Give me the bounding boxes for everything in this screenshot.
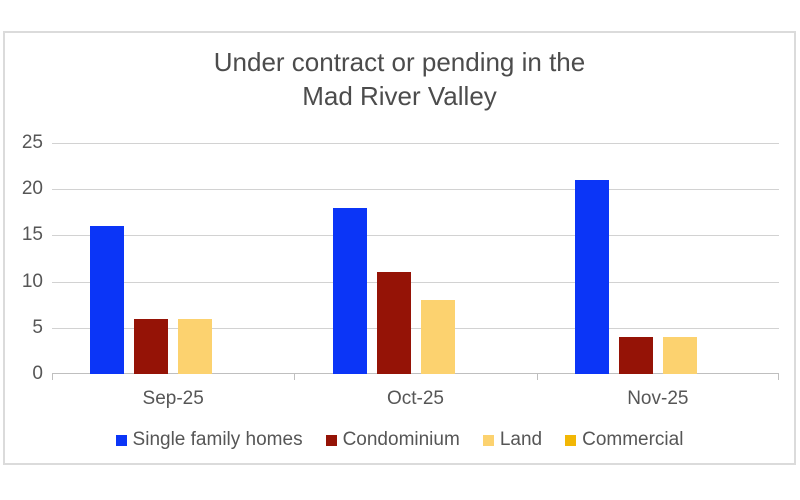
bar-land <box>662 337 697 374</box>
y-axis-label: 10 <box>21 270 43 292</box>
legend-label: Commercial <box>582 429 684 450</box>
chart-title-line1: Under contract or pending in the <box>213 47 586 77</box>
legend-swatch-condominium <box>325 434 337 446</box>
bar-condominium <box>376 272 411 374</box>
legend-item: Land <box>482 429 543 451</box>
x-axis-tick <box>778 374 779 380</box>
category-label: Sep-25 <box>142 388 204 409</box>
legend-label: Land <box>499 429 543 450</box>
bar-land <box>178 318 213 374</box>
y-axis-label: 0 <box>32 363 43 384</box>
legend-label: Single family homes <box>132 429 303 450</box>
category-label: Nov-25 <box>627 388 689 409</box>
gridline <box>52 235 779 237</box>
bar-condominium <box>618 337 653 374</box>
legend-swatch-commercial <box>565 434 577 446</box>
x-axis-tick <box>52 374 53 380</box>
bar-single-family-homes <box>332 207 367 374</box>
legend-swatch-single-family-homes <box>115 434 127 446</box>
gridline <box>52 189 779 191</box>
y-axis-label: 15 <box>21 224 43 246</box>
gridline <box>52 327 779 329</box>
gridline <box>52 281 779 283</box>
x-axis-tick <box>294 374 296 380</box>
legend-item: Commercial <box>565 429 683 451</box>
bar-land <box>420 300 455 374</box>
plot-area: 0 5 10 15 20 25 Sep-25 Oct-25 Nov-25 <box>22 133 779 409</box>
gridline <box>52 143 779 144</box>
legend-item: Single family homes <box>115 429 303 451</box>
chart-title-line2: Mad River Valley <box>302 81 497 111</box>
y-axis-label: 20 <box>21 178 43 200</box>
legend: Single family homes Condominium Land Commer… <box>5 429 794 451</box>
legend-item: Condominium <box>325 429 460 451</box>
bar-single-family-homes <box>574 179 609 374</box>
bar-condominium <box>134 318 169 374</box>
legend-swatch-land <box>482 434 494 446</box>
x-axis-line <box>52 373 779 374</box>
y-axis-label: 25 <box>21 132 43 153</box>
chart-panel: Under contract or pending in the Mad Riv… <box>3 31 796 465</box>
x-axis-tick <box>536 374 538 380</box>
chart-title: Under contract or pending in the Mad Riv… <box>5 45 794 113</box>
legend-label: Condominium <box>342 429 460 450</box>
y-axis-label: 5 <box>32 316 43 338</box>
category-label: Oct-25 <box>386 388 445 409</box>
bar-single-family-homes <box>90 226 125 374</box>
